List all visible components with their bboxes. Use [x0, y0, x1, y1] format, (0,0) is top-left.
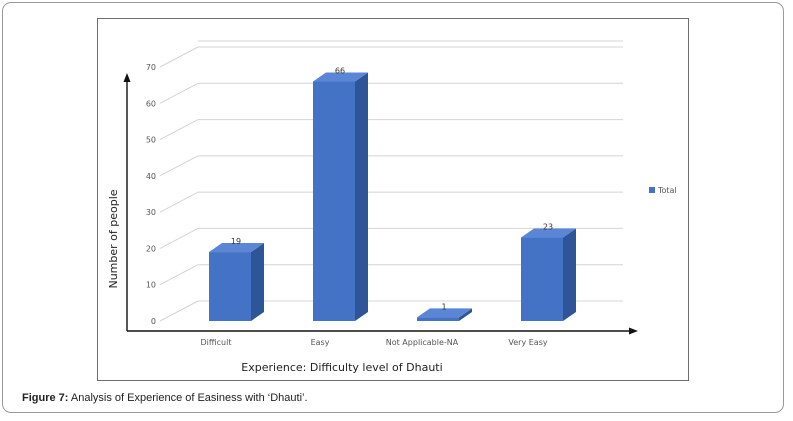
- bar: [313, 81, 355, 321]
- legend-label: Total: [657, 186, 677, 195]
- y-axis-arrow: [123, 73, 131, 82]
- y-tick-label: 0: [151, 317, 156, 326]
- y-tick-label: 10: [146, 281, 156, 290]
- y-tick-label: 50: [146, 136, 156, 145]
- bar-top: [521, 228, 576, 238]
- caption-text: Analysis of Experience of Easiness with …: [68, 392, 308, 404]
- bar-side: [251, 243, 264, 321]
- bar-side: [355, 72, 368, 321]
- gridline-side: [159, 227, 199, 249]
- y-tick-label: 60: [146, 99, 156, 108]
- y-tick-label: 30: [146, 208, 156, 217]
- bar-chart: 0 10 20 30 40 50 60 70 19 Difficult 66 Easy 1 Not App…: [107, 40, 677, 374]
- category-label: Difficult: [201, 338, 232, 347]
- x-axis-title: Experience: Difficulty level of Dhauti: [241, 361, 442, 374]
- gridline-side: [159, 264, 199, 286]
- bar-side: [459, 308, 472, 321]
- gridline-side: [159, 46, 199, 68]
- bar: [417, 317, 459, 321]
- y-tick-label: 20: [146, 244, 156, 253]
- category-label: Not Applicable-NA: [386, 338, 459, 347]
- bar-side: [563, 228, 576, 321]
- bar-top: [209, 243, 264, 253]
- bar: [521, 237, 563, 321]
- data-label: 23: [543, 223, 553, 232]
- caption-label: Figure 7:: [22, 392, 69, 404]
- y-tick-label: 70: [146, 63, 156, 72]
- gridline-side: [159, 155, 199, 177]
- bar-top: [417, 308, 472, 318]
- gridline-side: [159, 300, 199, 322]
- bar-top: [313, 72, 368, 82]
- data-label: 1: [441, 302, 446, 311]
- data-label: 66: [335, 67, 345, 76]
- legend-swatch: [649, 187, 655, 193]
- y-axis-title: Number of people: [107, 189, 120, 288]
- gridline-side: [159, 82, 199, 104]
- category-label: Easy: [311, 338, 330, 347]
- chart-area: 0 10 20 30 40 50 60 70 19 Difficult 66 Easy 1 Not App…: [97, 18, 689, 381]
- bar: [209, 252, 251, 321]
- category-label: Very Easy: [508, 338, 547, 347]
- gridline-side: [159, 191, 199, 213]
- figure-caption: Figure 7: Analysis of Experience of Easi…: [22, 392, 308, 404]
- data-label: 19: [231, 237, 241, 246]
- gridline-side: [159, 119, 199, 141]
- x-axis-arrow: [629, 327, 638, 335]
- y-tick-label: 40: [146, 172, 156, 181]
